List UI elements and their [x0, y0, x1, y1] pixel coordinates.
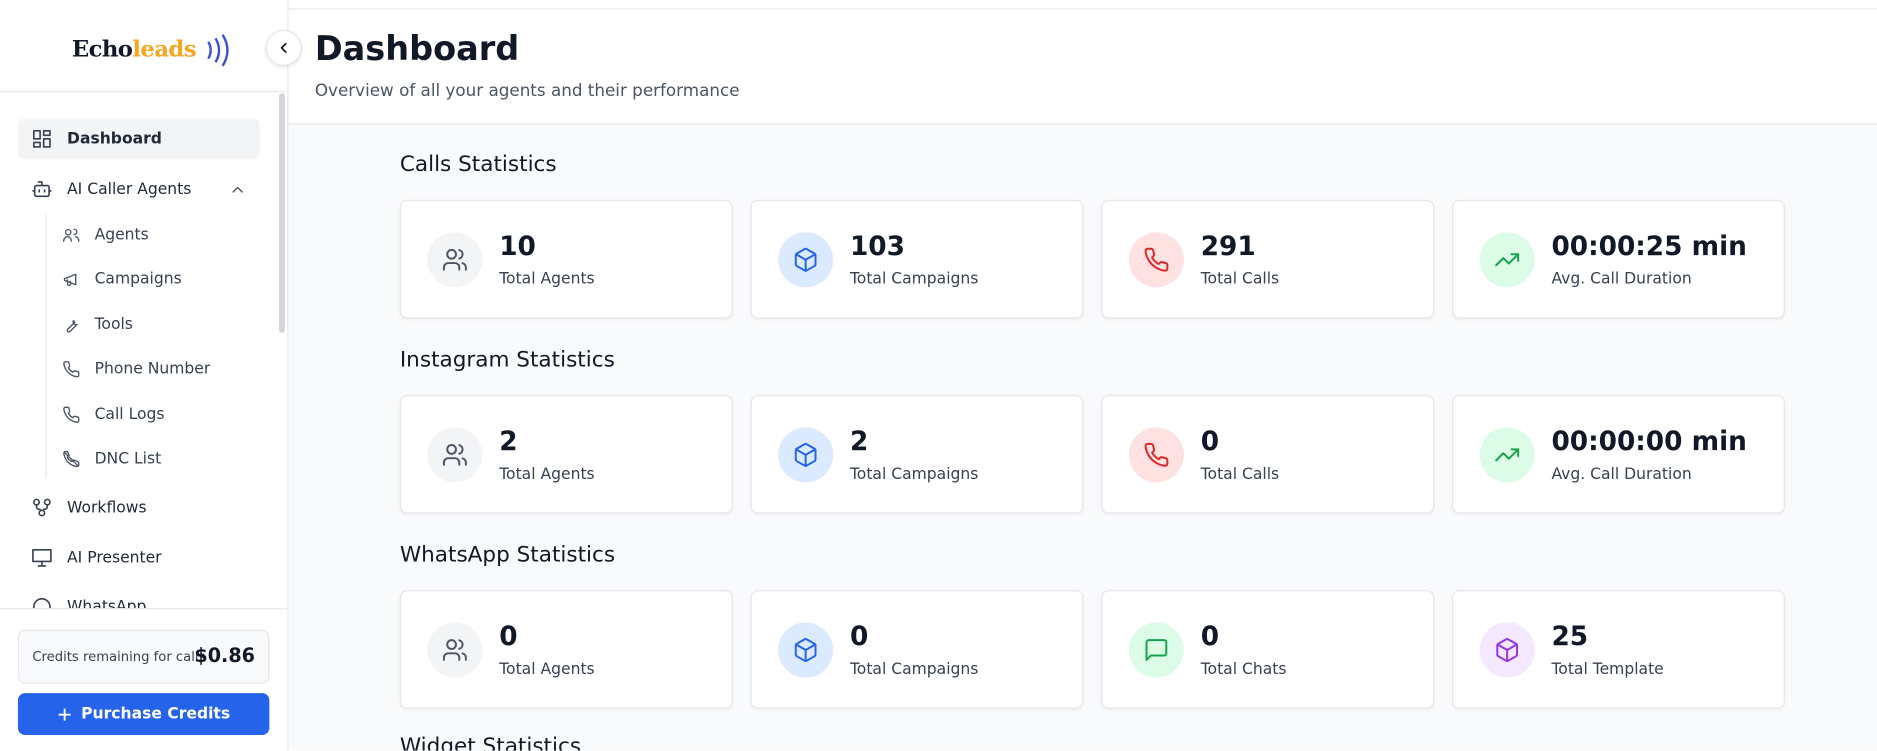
stat-icon [1128, 427, 1184, 483]
stat-value: 0 [1200, 622, 1220, 653]
stat-card: 0 Total Agents [399, 590, 733, 709]
stat-card: 291 Total Calls [1101, 199, 1435, 319]
stat-card: 25 Total Template [1452, 590, 1785, 709]
stat-icon [1479, 427, 1535, 483]
credits-amount: $0.86 [194, 644, 255, 667]
subnav-item[interactable]: Campaigns [62, 265, 182, 294]
stat-label: Total Agents [499, 465, 595, 484]
stat-icon [427, 232, 483, 288]
stat-icon [1479, 622, 1535, 678]
stat-icon [778, 622, 834, 678]
page-subtitle: Overview of all your agents and their pe… [314, 81, 740, 101]
credits-label: Credits remaining for calls [32, 648, 206, 665]
scrollbar[interactable] [278, 93, 285, 333]
section-title: Widget Statistics [399, 733, 582, 751]
stat-card: 103 Total Campaigns [750, 199, 1084, 319]
stat-value: 10 [499, 232, 536, 263]
stat-value: 2 [499, 427, 518, 458]
stat-label: Avg. Call Duration [1551, 270, 1692, 289]
subnav-item[interactable]: Call Logs [62, 400, 164, 429]
logo-text: leads [132, 35, 196, 63]
stat-label: Total Campaigns [849, 270, 979, 289]
nav-label: AI Caller Agents [67, 180, 192, 199]
stat-value: 103 [849, 232, 905, 263]
stat-icon [427, 622, 483, 678]
stat-value: 00:00:00 min [1551, 427, 1747, 458]
page-title: Dashboard [314, 28, 520, 69]
stat-icon [1479, 232, 1535, 288]
subnav-label: Agents [94, 225, 149, 244]
stat-icon [1128, 232, 1184, 288]
stat-label: Total Template [1551, 660, 1664, 679]
subnav-label: Phone Number [94, 360, 211, 379]
subnav-line [45, 213, 47, 479]
logo: Echoleads [72, 32, 235, 68]
collapse-button[interactable] [265, 29, 302, 66]
stat-value: 0 [849, 622, 869, 653]
nav-label: Workflows [67, 498, 147, 517]
stat-label: Total Calls [1200, 465, 1280, 484]
sidebar: Echoleads Dashboard AI Caller Agents Age… [0, 0, 289, 751]
nav-dashboard[interactable]: Dashboard [17, 118, 260, 160]
stat-card: 10 Total Agents [399, 199, 733, 319]
stat-card: 0 Total Chats [1101, 590, 1435, 709]
stat-label: Total Campaigns [849, 465, 979, 484]
stat-icon [778, 232, 834, 288]
subnav-label: Tools [94, 315, 133, 334]
purchase-credits-button[interactable]: Purchase Credits [17, 693, 270, 736]
section-title: Instagram Statistics [399, 347, 615, 373]
stat-icon [778, 427, 834, 483]
subnav-item[interactable]: Phone Number [62, 355, 210, 384]
nav-ai-caller-agents[interactable]: AI Caller Agents [18, 169, 260, 210]
sidebar-footer: Credits remaining for calls $0.86 Purcha… [0, 608, 288, 751]
nav-label: AI Presenter [67, 548, 162, 567]
subnav-label: DNC List [94, 450, 162, 469]
stat-card: 00:00:00 min Avg. Call Duration [1452, 395, 1785, 514]
stat-label: Total Calls [1200, 270, 1280, 289]
stat-value: 2 [849, 427, 869, 458]
page-header: Dashboard Overview of all your agents an… [288, 9, 1877, 125]
nav-workflows[interactable]: Workflows [18, 487, 260, 528]
stat-value: 00:00:25 min [1551, 232, 1747, 263]
stat-card: 00:00:25 min Avg. Call Duration [1452, 199, 1785, 319]
subnav-label: Campaigns [94, 270, 182, 289]
stat-card: 0 Total Calls [1101, 395, 1435, 514]
section-title: WhatsApp Statistics [399, 542, 616, 568]
stat-label: Total Campaigns [849, 660, 979, 679]
subnav-item[interactable]: DNC List [62, 445, 161, 474]
button-label: Purchase Credits [81, 705, 231, 724]
stat-icon [1128, 622, 1184, 678]
subnav-item[interactable]: Agents [62, 220, 149, 249]
stat-value: 25 [1551, 622, 1589, 653]
stat-card: 2 Total Campaigns [750, 395, 1084, 514]
credits-box: Credits remaining for calls $0.86 [17, 629, 270, 684]
divider [0, 90, 288, 93]
nav-ai-presenter[interactable]: AI Presenter [18, 537, 260, 578]
section-title: Calls Statistics [399, 152, 557, 178]
stat-value: 291 [1200, 232, 1256, 263]
stat-label: Total Agents [499, 270, 595, 289]
stat-label: Total Chats [1200, 660, 1287, 679]
logo-waves [206, 34, 229, 67]
stat-card: 0 Total Campaigns [750, 590, 1084, 709]
nav-label: Dashboard [67, 129, 162, 148]
stat-label: Avg. Call Duration [1551, 465, 1692, 484]
logo-text: Echo [71, 35, 133, 63]
subnav-item[interactable]: Tools [62, 310, 133, 339]
stat-value: 0 [1200, 427, 1220, 458]
top-bar [0, 0, 1877, 10]
stat-value: 0 [499, 622, 518, 653]
subnav-label: Call Logs [94, 405, 165, 424]
stat-icon [427, 427, 483, 483]
stat-card: 2 Total Agents [399, 395, 733, 514]
stat-label: Total Agents [499, 660, 595, 679]
